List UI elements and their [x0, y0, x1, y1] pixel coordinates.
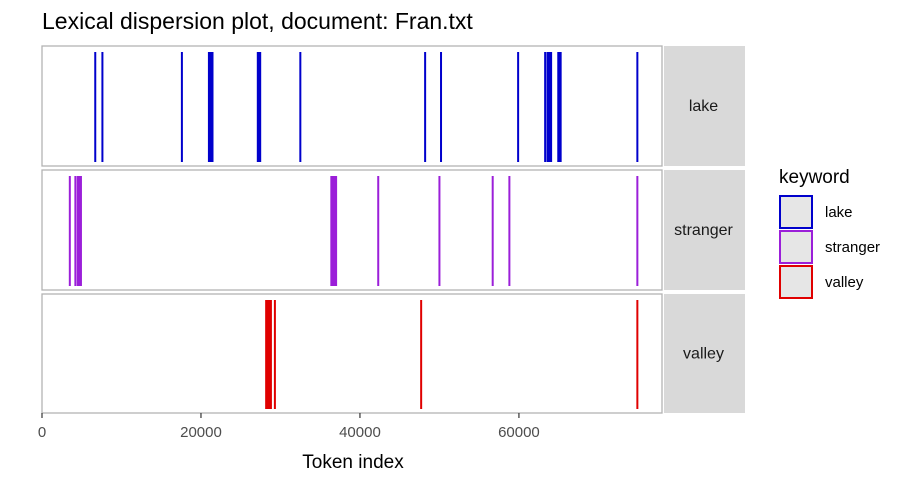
legend-label-stranger: stranger: [825, 239, 880, 256]
panel-valley: valley: [41, 293, 745, 414]
legend-label-lake: lake: [825, 204, 853, 221]
strip-label-stranger: stranger: [674, 222, 733, 239]
x-tick-label: 60000: [498, 424, 540, 441]
x-axis-title: Token index: [302, 452, 404, 473]
strip-label-lake: lake: [689, 98, 718, 115]
legend-key-stranger: [779, 230, 813, 264]
legend-key-valley: [779, 265, 813, 299]
strip-background: [664, 170, 745, 290]
panel-frame: [41, 45, 663, 167]
panel-lake: lake: [41, 45, 745, 167]
strip-background: [664, 46, 745, 166]
legend-key-lake: [779, 195, 813, 229]
legend-title: keyword: [779, 167, 850, 188]
legend-label-valley: valley: [825, 274, 864, 291]
x-axis: 0 20000 40000 60000: [38, 413, 540, 441]
chart-title: Lexical dispersion plot, document: Fran.…: [42, 8, 473, 34]
facet-panels: lake stranger valley: [41, 45, 745, 414]
x-tick-label: 40000: [339, 424, 381, 441]
panel-stranger: stranger: [41, 169, 745, 291]
legend: keyword lake stranger valley: [779, 167, 880, 299]
x-tick-label: 0: [38, 424, 46, 441]
strip-label-valley: valley: [683, 346, 724, 363]
x-tick-label: 20000: [180, 424, 222, 441]
panel-frame: [41, 293, 663, 414]
panel-frame: [41, 169, 663, 291]
strip-background: [664, 294, 745, 413]
